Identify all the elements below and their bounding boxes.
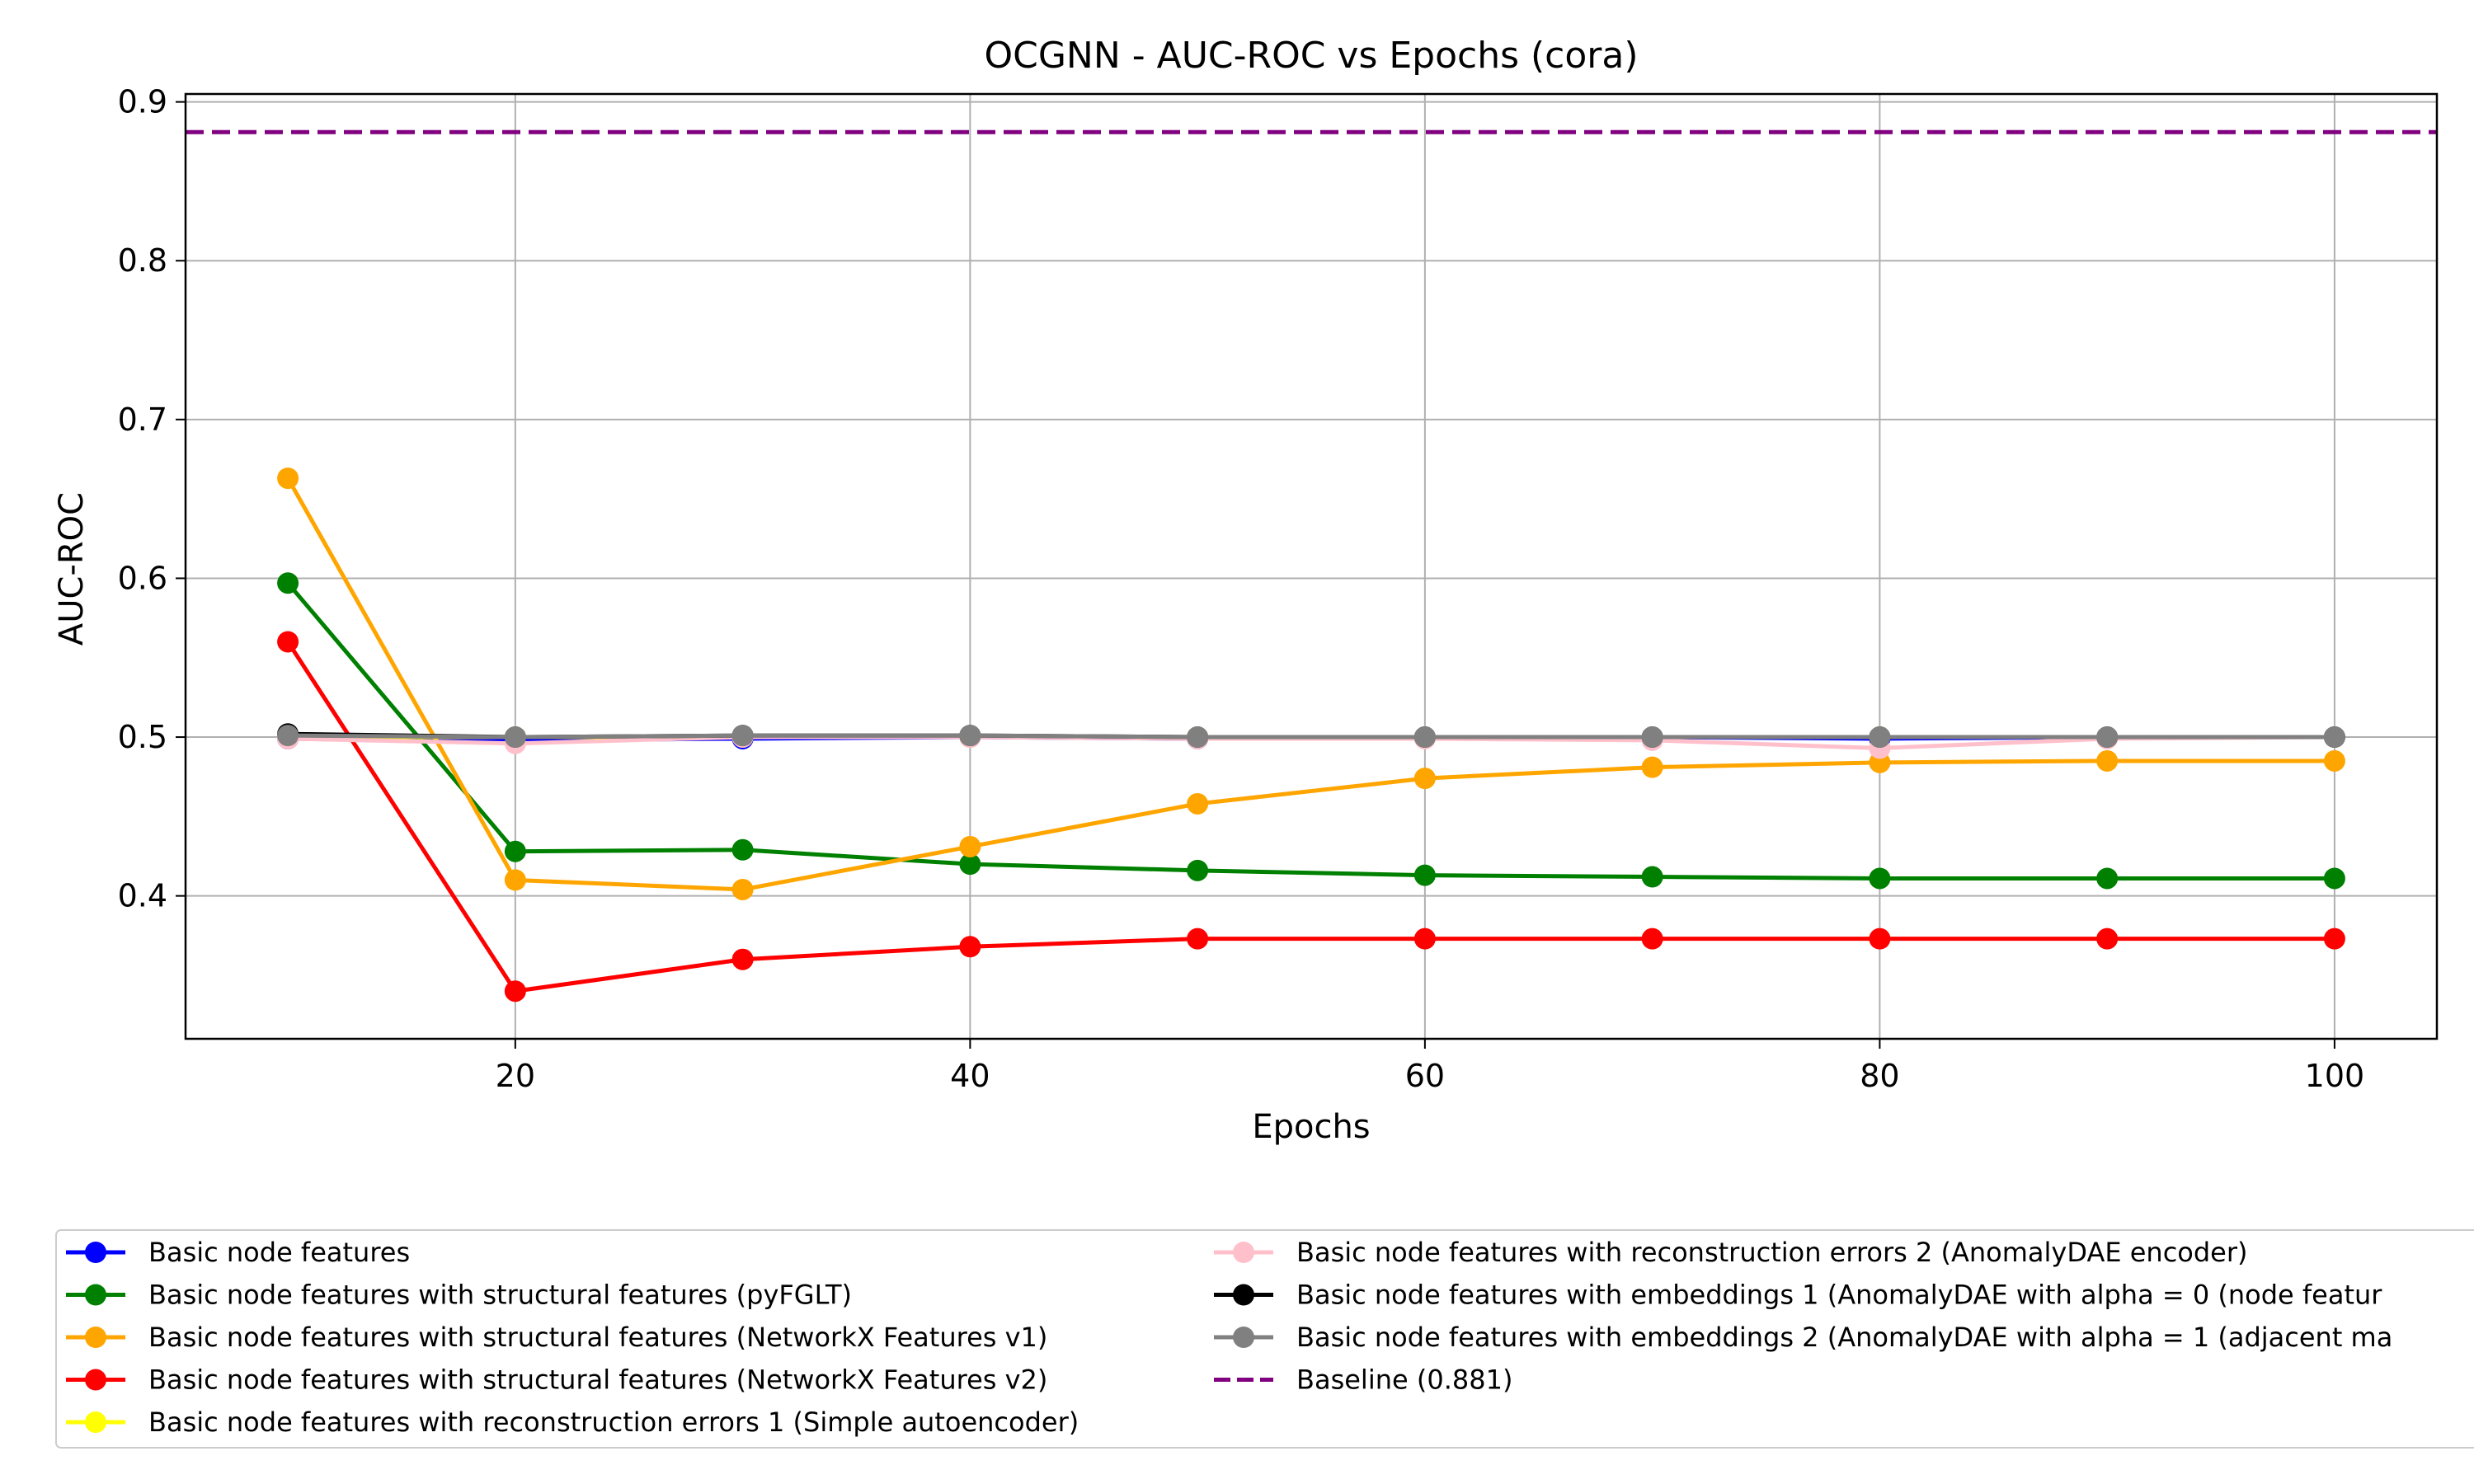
data-point bbox=[731, 725, 754, 747]
legend-marker bbox=[1233, 1242, 1254, 1263]
series-line bbox=[286, 581, 2335, 881]
data-point bbox=[1641, 756, 1663, 778]
legend-marker bbox=[85, 1327, 106, 1348]
data-point bbox=[731, 878, 754, 900]
y-axis-label: AUC-ROC bbox=[53, 492, 91, 646]
legend-label: Basic node features with reconstruction … bbox=[148, 1407, 1079, 1438]
legend-entry: Basic node features with structural feat… bbox=[66, 1364, 1047, 1396]
y-tick-label: 0.6 bbox=[118, 560, 167, 596]
data-point bbox=[2096, 726, 2119, 749]
legend-label: Baseline (0.881) bbox=[1296, 1364, 1512, 1396]
legend-label: Basic node features with embeddings 2 (A… bbox=[1296, 1322, 2392, 1353]
data-point bbox=[1641, 928, 1663, 950]
legend-entry: Basic node features with structural feat… bbox=[66, 1322, 1047, 1353]
plot-frame bbox=[184, 92, 2439, 1040]
y-tick-label: 0.9 bbox=[118, 84, 167, 120]
y-tick-label: 0.4 bbox=[118, 878, 167, 914]
data-point bbox=[1187, 726, 1209, 749]
data-point bbox=[1187, 928, 1209, 950]
series-line bbox=[285, 477, 2335, 892]
data-point bbox=[2323, 726, 2345, 749]
legend-marker bbox=[1233, 1327, 1254, 1348]
data-point bbox=[504, 980, 526, 1003]
x-tick-label: 80 bbox=[1860, 1058, 1899, 1094]
legend-label: Basic node features with structural feat… bbox=[148, 1322, 1047, 1353]
legend-marker bbox=[1233, 1284, 1254, 1306]
axis-ticks: 20 40 60 80 100 0.4 0.5 0.6 0.7 0.8 0.9 bbox=[118, 84, 2365, 1094]
legend-marker bbox=[85, 1411, 106, 1433]
data-point bbox=[731, 948, 754, 970]
series-line bbox=[288, 733, 2335, 740]
y-tick-label: 0.7 bbox=[118, 402, 167, 438]
data-point bbox=[2096, 749, 2119, 772]
legend-entry: Basic node features with structural feat… bbox=[66, 1280, 852, 1311]
y-tick-label: 0.8 bbox=[118, 242, 167, 279]
data-point bbox=[1641, 866, 1663, 888]
data-point bbox=[2323, 749, 2345, 772]
x-tick-label: 20 bbox=[496, 1058, 535, 1094]
chart-title: OCGNN - AUC-ROC vs Epochs (cora) bbox=[984, 35, 1638, 77]
series-2 bbox=[277, 572, 2345, 890]
data-point bbox=[2096, 928, 2119, 950]
legend-marker bbox=[85, 1284, 106, 1306]
data-point bbox=[504, 840, 526, 862]
legend-entry: Basic node features with reconstruction … bbox=[66, 1407, 1079, 1438]
data-point bbox=[1869, 726, 1891, 749]
data-point bbox=[1187, 859, 1209, 881]
data-point bbox=[1869, 928, 1891, 950]
data-point bbox=[277, 725, 299, 747]
legend: Basic node features Basic node features w… bbox=[55, 1229, 2474, 1449]
data-point bbox=[1413, 928, 1436, 950]
data-point bbox=[277, 631, 299, 653]
data-point bbox=[959, 725, 981, 747]
x-tick-label: 100 bbox=[2305, 1058, 2365, 1094]
data-point bbox=[959, 936, 981, 958]
x-tick-label: 60 bbox=[1405, 1058, 1445, 1094]
data-point bbox=[2323, 928, 2345, 950]
legend-marker bbox=[85, 1242, 106, 1263]
data-point bbox=[1187, 792, 1209, 815]
x-tick-label: 40 bbox=[950, 1058, 990, 1094]
data-point bbox=[504, 726, 526, 749]
x-axis-label: Epochs bbox=[1252, 1108, 1370, 1146]
data-point bbox=[277, 572, 299, 594]
data-point bbox=[504, 869, 526, 891]
series-8 bbox=[277, 725, 2345, 749]
y-tick-label: 0.5 bbox=[118, 719, 167, 755]
data-point bbox=[959, 835, 981, 857]
series-layer bbox=[277, 467, 2345, 1003]
data-point bbox=[1641, 726, 1663, 749]
data-point bbox=[1869, 867, 1891, 890]
legend-entry: Basic node features with embeddings 2 (A… bbox=[1214, 1322, 2392, 1353]
legend-label: Basic node features with embeddings 1 (A… bbox=[1296, 1280, 2382, 1311]
legend-label: Basic node features with structural feat… bbox=[148, 1364, 1047, 1396]
legend-label: Basic node features bbox=[148, 1237, 410, 1268]
data-point bbox=[2323, 867, 2345, 890]
series-3 bbox=[277, 467, 2345, 900]
legend-entry: Basic node features with embeddings 1 (A… bbox=[1214, 1280, 2382, 1311]
data-point bbox=[1413, 768, 1436, 790]
series-line bbox=[285, 641, 2335, 993]
series-4 bbox=[277, 631, 2345, 1003]
legend-entry: Basic node features bbox=[66, 1237, 410, 1268]
data-point bbox=[1413, 726, 1436, 749]
legend-label: Basic node features with structural feat… bbox=[148, 1280, 852, 1311]
data-point bbox=[959, 853, 981, 876]
data-point bbox=[731, 838, 754, 861]
data-point bbox=[1413, 864, 1436, 886]
legend-entry: Baseline (0.881) bbox=[1214, 1364, 1512, 1396]
data-point bbox=[277, 467, 299, 490]
legend-entry: Basic node features with reconstruction … bbox=[1214, 1237, 2248, 1268]
legend-marker bbox=[85, 1369, 106, 1391]
legend-label: Basic node features with reconstruction … bbox=[1296, 1237, 2248, 1268]
data-point bbox=[2096, 867, 2119, 890]
